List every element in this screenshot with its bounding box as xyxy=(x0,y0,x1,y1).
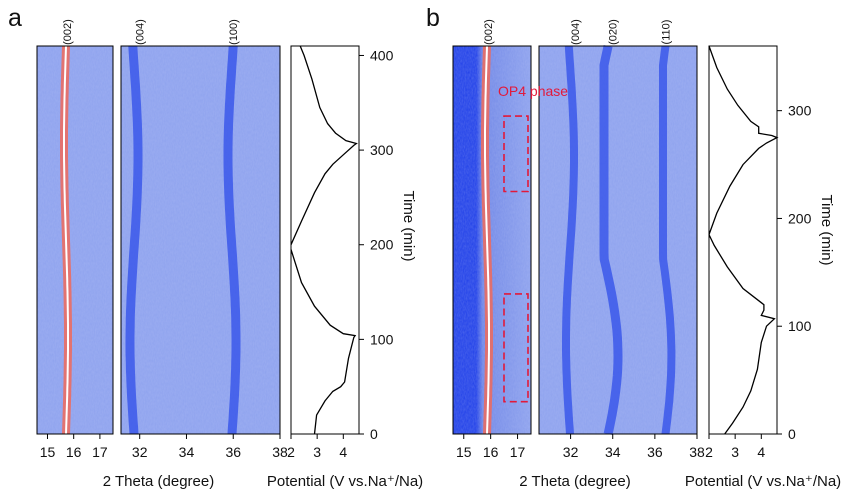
y-tick-label: 300 xyxy=(370,142,394,158)
potential-panel-b xyxy=(708,45,782,439)
reflection-band xyxy=(599,45,623,435)
reflection-label: (004) xyxy=(570,19,582,45)
y-tick-label: 100 xyxy=(788,318,812,334)
reflection-label: (002) xyxy=(483,19,495,45)
reflection-core xyxy=(484,45,490,435)
x-tick-label: 4 xyxy=(757,444,765,460)
reflection-band xyxy=(125,45,143,435)
x-tick-label: 36 xyxy=(647,444,663,460)
reflection-label: (110) xyxy=(660,20,672,45)
op4-phase-box xyxy=(503,115,529,193)
x-tick-label: 4 xyxy=(339,444,347,460)
panel-label-b: b xyxy=(426,4,440,32)
reflection-label: (002) xyxy=(62,19,74,45)
x-tick-label: 2 xyxy=(705,444,713,460)
x-axis-label: 2 Theta (degree) xyxy=(519,473,630,490)
x-tick-label: 32 xyxy=(132,444,148,460)
y-tick-label: 100 xyxy=(370,331,394,347)
x-tick-label: 38 xyxy=(689,444,705,460)
panel-frame xyxy=(120,45,281,435)
y-tick-label: 0 xyxy=(788,426,796,442)
y-tick-label: 0 xyxy=(370,426,378,442)
y-tick-label: 200 xyxy=(370,237,394,253)
potential-axis-label: Potential (V vs.Na⁺/Na) xyxy=(267,473,423,490)
y-tick-label: 300 xyxy=(788,103,812,119)
x-tick-label: 3 xyxy=(731,444,739,460)
x-tick-label: 15 xyxy=(456,444,472,460)
x-tick-label: 2 xyxy=(287,444,295,460)
x-tick-label: 34 xyxy=(605,444,621,460)
potential-frame xyxy=(290,45,360,435)
reflection-label: (100) xyxy=(228,19,240,45)
x-tick-label: 17 xyxy=(510,444,526,460)
potential-curve-cycle-2 xyxy=(708,45,779,235)
x-tick-label: 38 xyxy=(272,444,288,460)
heatmap-noise xyxy=(37,46,113,434)
x-tick-label: 32 xyxy=(563,444,579,460)
x-tick-label: 15 xyxy=(40,444,56,460)
reflection-label: (020) xyxy=(608,19,620,45)
reflection-band xyxy=(562,45,578,435)
reflection-band xyxy=(659,45,676,435)
panel-label-a: a xyxy=(8,4,22,32)
potential-curve-cycle-1 xyxy=(290,249,357,435)
x-tick-label: 16 xyxy=(66,444,82,460)
reflection-core xyxy=(63,45,69,435)
y-tick-label: 200 xyxy=(788,210,812,226)
x-tick-label: 17 xyxy=(92,444,108,460)
plot-layer: 15 16 17(002)32 34 36 38(004) (100)2 Theta (de… xyxy=(36,19,841,490)
reflection-band xyxy=(223,45,241,435)
heatmap-a-right-map xyxy=(120,45,281,439)
x-tick-label: 36 xyxy=(225,444,241,460)
y-axis-label: Time (min) xyxy=(818,194,835,265)
y-tick-label: 400 xyxy=(370,47,394,63)
potential-curve-cycle-1 xyxy=(708,234,776,435)
x-tick-label: 16 xyxy=(483,444,499,460)
op4-phase-box xyxy=(503,293,529,403)
potential-frame xyxy=(708,45,778,435)
heatmap-noise xyxy=(121,46,280,434)
x-tick-label: 34 xyxy=(179,444,195,460)
y-axis-label: Time (min) xyxy=(400,190,417,261)
x-axis-label: 2 Theta (degree) xyxy=(103,473,214,490)
panel-frame xyxy=(36,45,114,435)
potential-panel-a xyxy=(290,45,364,439)
panel-frame xyxy=(452,45,532,435)
op4-phase-label: OP4 phase xyxy=(498,83,568,99)
heatmap-b-right-map xyxy=(538,45,698,439)
reflection-label: (004) xyxy=(135,19,147,45)
x-tick-label: 3 xyxy=(313,444,321,460)
potential-curve-cycle-2 xyxy=(290,45,358,245)
panel-frame xyxy=(538,45,698,435)
heatmap-b-left-map xyxy=(452,45,532,439)
heatmap-a-left-map xyxy=(36,45,114,439)
potential-axis-label: Potential (V vs.Na⁺/Na) xyxy=(685,473,841,490)
